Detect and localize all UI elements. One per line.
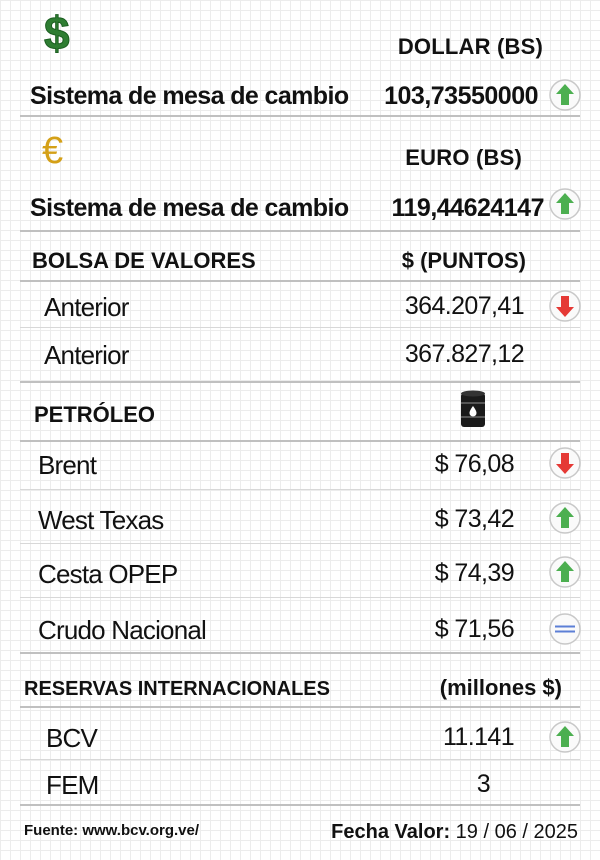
petroleo-row-value: $ 71,56 [434,615,515,643]
reservas-row-value: 3 [476,770,491,798]
reservas-row-label: FEM [46,770,99,800]
petroleo-row-value: $ 74,39 [434,559,515,587]
bolsa-row-label: Anterior [44,292,129,322]
equal-icon [549,613,581,645]
arrow-up-icon [549,502,581,534]
date-value: 19 / 06 / 2025 [455,821,578,843]
bolsa-unit: $ (PUNTOS) [401,248,526,273]
arrow-down-icon [549,447,581,479]
euro-row-label: Sistema de mesa de cambio [30,194,349,222]
reservas-title: RESERVAS INTERNACIONALES [24,678,330,700]
petroleo-title: PETRÓLEO [34,402,156,427]
petroleo-row-label: Crudo Nacional [38,615,207,645]
petroleo-row-label: Brent [38,450,97,480]
reservas-unit: (millones $) [439,675,562,700]
bolsa-row-label: Anterior [44,340,129,370]
date-value-line: Fecha Valor: 19 / 06 / 2025 [331,822,578,842]
euro-sign-icon: € [42,130,64,172]
arrow-down-icon [549,290,581,322]
petroleo-row-value: $ 73,42 [434,505,515,533]
petroleo-row-label: Cesta OPEP [38,559,178,589]
euro-value: 119,44624147 [391,194,544,222]
arrow-up-icon [549,721,581,753]
bolsa-title: BOLSA DE VALORES [32,248,256,273]
dollar-value: 103,73550000 [384,82,538,110]
oil-barrel-icon [460,390,486,430]
arrow-up-icon [549,79,581,111]
bolsa-row-value: 364.207,41 [404,292,525,320]
dollar-header: DOLLAR (BS) [397,34,543,59]
arrow-up-icon [549,188,581,220]
bolsa-row-value: 367.827,12 [404,340,525,368]
dollar-row-label: Sistema de mesa de cambio [30,82,349,110]
petroleo-row-value: $ 76,08 [434,450,515,478]
date-label: Fecha Valor: [331,821,451,843]
petroleo-row-label: West Texas [38,505,164,535]
arrow-up-icon [549,556,581,588]
euro-header: EURO (BS) [405,145,522,170]
dollar-sign-icon: $ [44,7,71,59]
source-link[interactable]: Fuente: www.bcv.org.ve/ [24,822,200,839]
reservas-row-value: 11.141 [442,723,515,751]
reservas-row-label: BCV [46,723,98,753]
